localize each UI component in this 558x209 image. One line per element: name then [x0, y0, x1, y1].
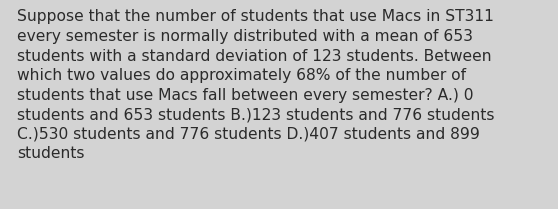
Text: Suppose that the number of students that use Macs in ST311
every semester is nor: Suppose that the number of students that… — [17, 9, 494, 161]
